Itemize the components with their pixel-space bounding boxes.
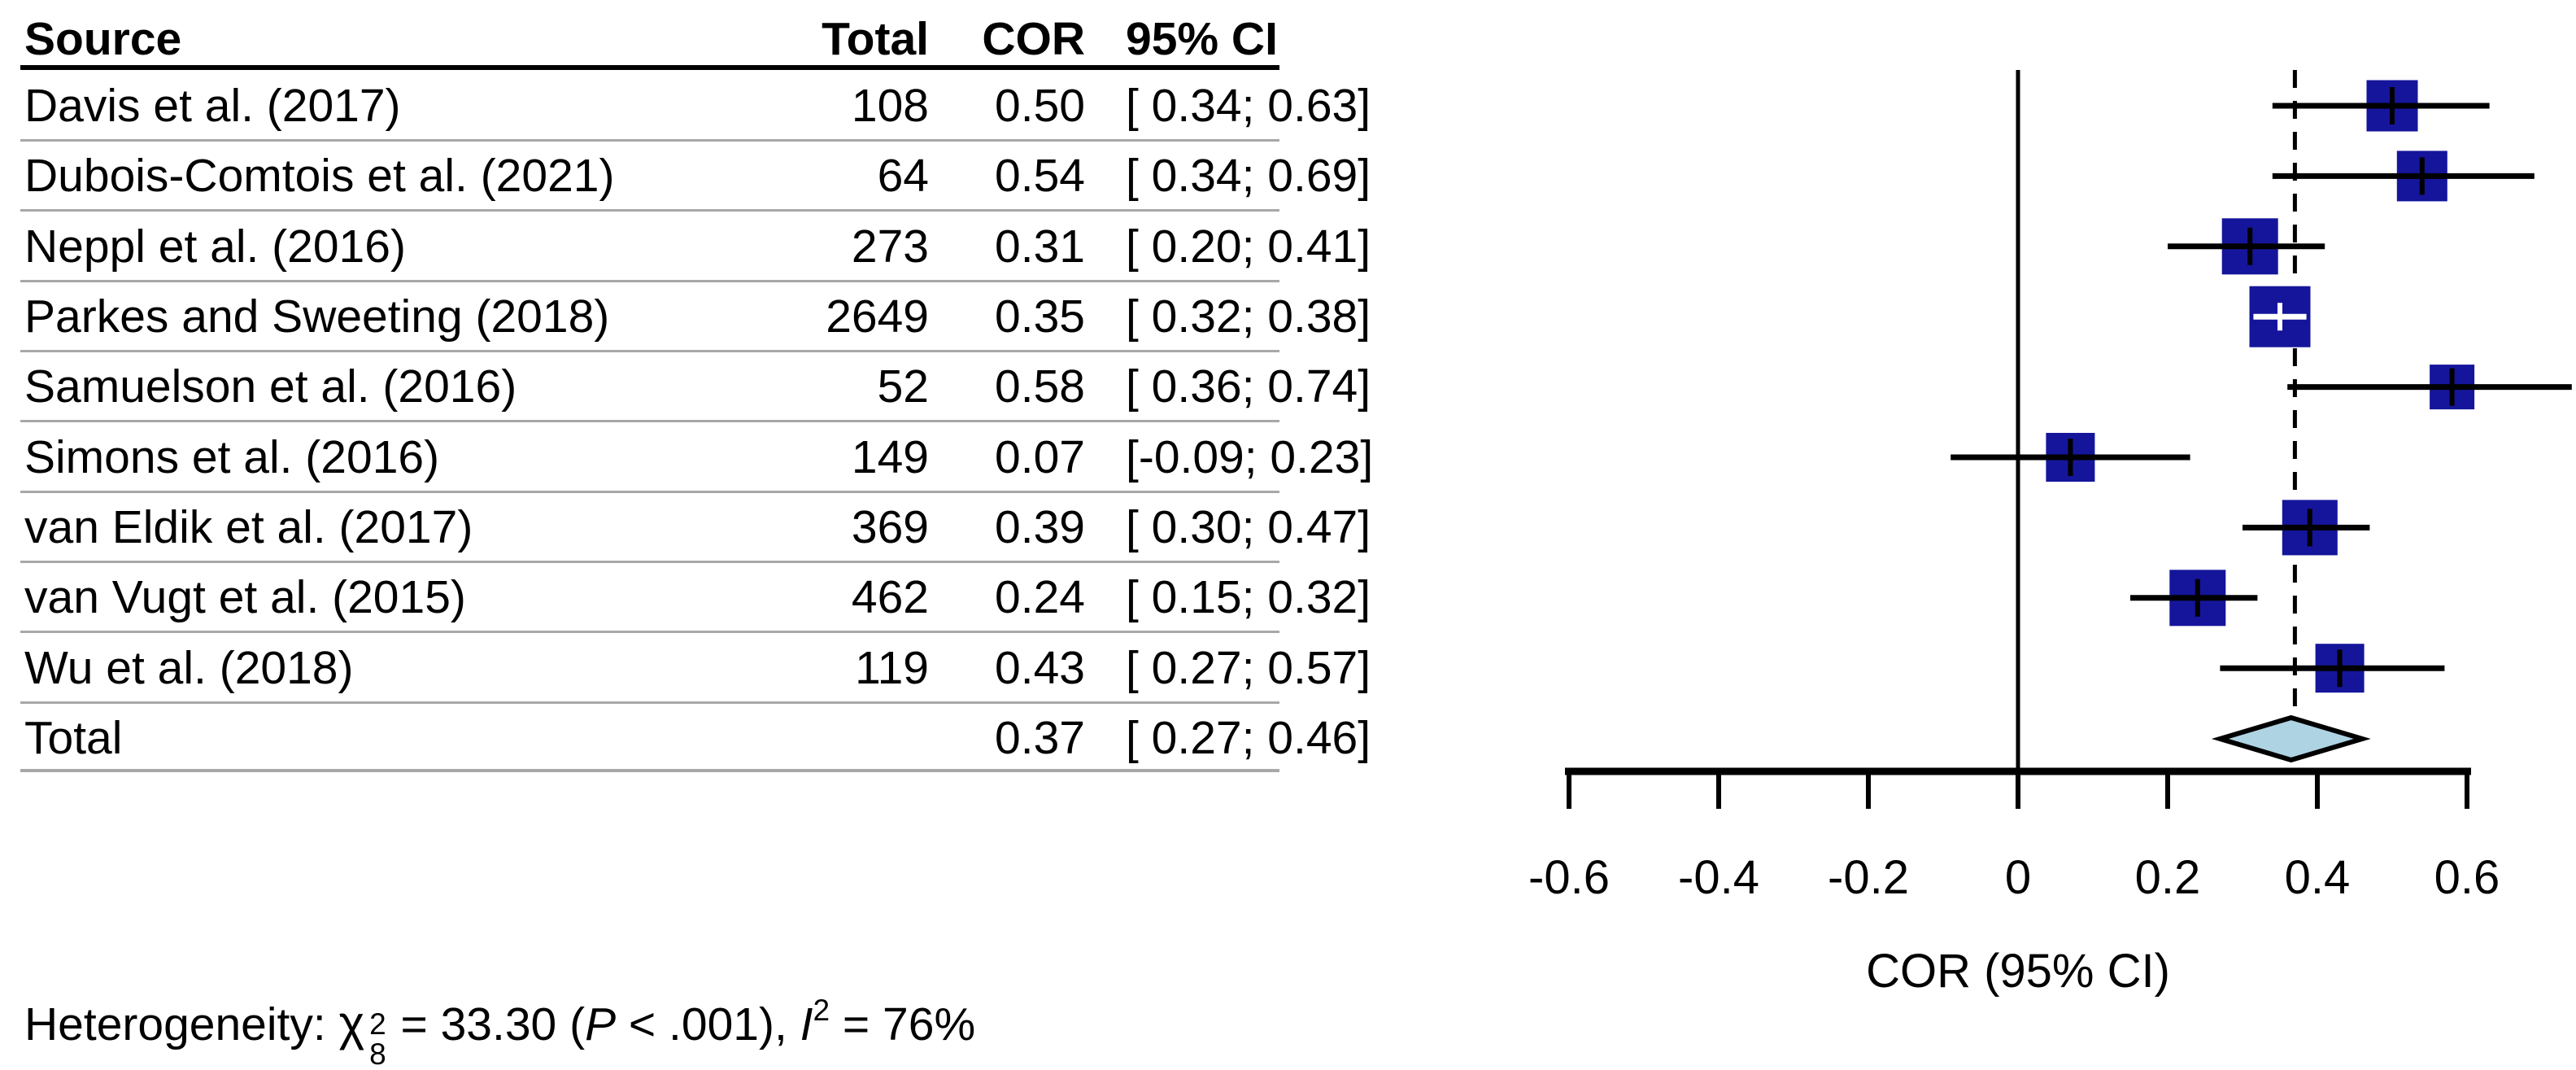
study-ci: [ 0.36; 0.74]: [1126, 360, 1371, 413]
study-source: Parkes and Sweeting (2018): [24, 290, 610, 343]
chi-symbol: χ: [338, 996, 365, 1050]
study-source: Dubois-Comtois et al. (2021): [24, 150, 615, 202]
x-axis-tick-label: 0: [2005, 851, 2031, 904]
study-ci: [ 0.15; 0.32]: [1126, 571, 1371, 623]
table-row: Samuelson et al. (2016) 52 0.58 [ 0.36; …: [0, 352, 1371, 422]
x-axis-tick-label: -0.2: [1828, 851, 1909, 904]
row-separator: [20, 280, 1279, 282]
p-symbol: P: [585, 998, 617, 1050]
total-rule: [20, 769, 1279, 772]
study-ci: [ 0.30; 0.47]: [1126, 501, 1371, 553]
study-ci: [ 0.34; 0.69]: [1126, 150, 1371, 202]
study-ci: [ 0.27; 0.57]: [1126, 642, 1371, 694]
study-cor: 0.58: [995, 360, 1085, 413]
row-separator: [20, 491, 1279, 493]
row-separator: [20, 701, 1279, 704]
study-source: Simons et al. (2016): [24, 431, 440, 483]
study-total: 64: [877, 150, 929, 202]
study-cor: 0.39: [995, 501, 1085, 553]
x-axis-tick-label: 0.6: [2434, 851, 2500, 904]
study-total: 149: [851, 431, 929, 483]
study-source: van Eldik et al. (2017): [24, 501, 473, 553]
study-cor: 0.50: [995, 80, 1085, 132]
study-source: Samuelson et al. (2016): [24, 360, 517, 413]
i-squared-value: = 76%: [830, 998, 976, 1050]
i-squared-superscript: 2: [813, 994, 830, 1027]
table-row: Simons et al. (2016) 149 0.07 [-0.09; 0.…: [0, 422, 1373, 493]
total-cor: 0.37: [995, 712, 1085, 764]
study-cor: 0.35: [995, 290, 1085, 343]
study-cor: 0.07: [995, 431, 1085, 483]
study-total: 108: [851, 80, 929, 132]
x-axis-label: COR (95% CI): [1866, 945, 2170, 998]
header-total: Total: [822, 13, 929, 65]
row-separator: [20, 209, 1279, 212]
x-axis-tick-label: 0.2: [2135, 851, 2201, 904]
i-squared-symbol: I: [800, 998, 813, 1050]
study-source: van Vugt et al. (2015): [24, 571, 466, 623]
study-cor: 0.31: [995, 221, 1085, 273]
row-separator: [20, 350, 1279, 352]
header-cor: COR: [982, 13, 1085, 65]
study-source: Davis et al. (2017): [24, 80, 401, 132]
table-row: Neppl et al. (2016) 273 0.31 [ 0.20; 0.4…: [0, 212, 1371, 282]
study-total: 273: [851, 221, 929, 273]
chi-superscript: 2: [369, 1007, 386, 1041]
study-total: 52: [877, 360, 929, 413]
study-total: 119: [855, 642, 929, 694]
row-separator: [20, 561, 1279, 563]
study-ci: [ 0.32; 0.38]: [1126, 290, 1371, 343]
study-source: Wu et al. (2018): [24, 642, 354, 694]
table-header-row: Source Total COR 95% CI: [0, 4, 1318, 75]
x-axis-tick-label: -0.6: [1528, 851, 1610, 904]
chi-subscript: 8: [369, 1037, 386, 1070]
study-ci: [ 0.20; 0.41]: [1126, 221, 1371, 273]
table-row: Davis et al. (2017) 108 0.50 [ 0.34; 0.6…: [0, 71, 1371, 142]
row-separator: [20, 139, 1279, 142]
study-cor: 0.24: [995, 571, 1085, 623]
study-ci: [ 0.34; 0.63]: [1126, 80, 1371, 132]
study-total: 2649: [826, 290, 929, 343]
total-ci: [ 0.27; 0.46]: [1126, 712, 1371, 764]
study-total: 369: [851, 501, 929, 553]
table-row: Wu et al. (2018) 119 0.43 [ 0.27; 0.57]: [0, 633, 1371, 704]
heterogeneity-label: Heterogeneity:: [24, 998, 339, 1050]
row-separator: [20, 631, 1279, 633]
header-source: Source: [24, 13, 182, 65]
total-diamond: [2211, 714, 2371, 763]
row-separator: [20, 420, 1279, 422]
p-value: < .001),: [616, 998, 800, 1050]
study-total: 462: [851, 571, 929, 623]
table-row: Dubois-Comtois et al. (2021) 64 0.54 [ 0…: [0, 141, 1371, 212]
x-axis-tick-label: -0.4: [1678, 851, 1759, 904]
header-rule: [20, 65, 1279, 70]
table-row: Parkes and Sweeting (2018) 2649 0.35 [ 0…: [0, 282, 1371, 352]
table-row: van Eldik et al. (2017) 369 0.39 [ 0.30;…: [0, 492, 1371, 563]
study-cor: 0.54: [995, 150, 1085, 202]
table-total-row: Total 0.37 [ 0.27; 0.46]: [0, 703, 1371, 774]
heterogeneity-chi-value: = 33.30 (: [387, 998, 586, 1050]
study-cor: 0.43: [995, 642, 1085, 694]
total-label: Total: [24, 712, 123, 764]
study-source: Neppl et al. (2016): [24, 221, 406, 273]
study-ci: [-0.09; 0.23]: [1126, 431, 1374, 483]
header-ci: 95% CI: [1126, 13, 1278, 65]
table-row: van Vugt et al. (2015) 462 0.24 [ 0.15; …: [0, 562, 1371, 633]
x-axis-tick-label: 0.4: [2285, 851, 2351, 904]
